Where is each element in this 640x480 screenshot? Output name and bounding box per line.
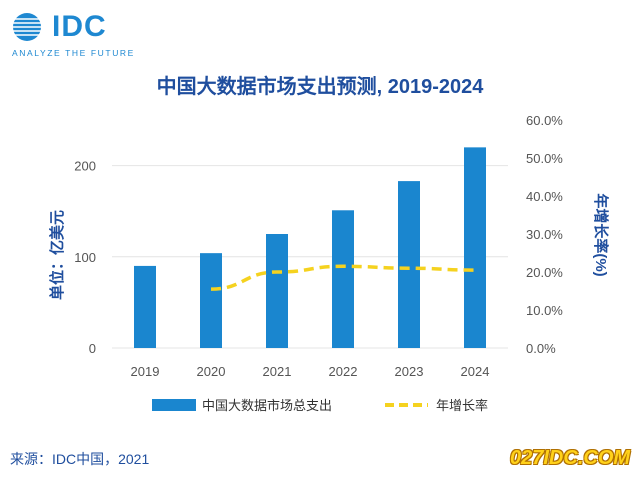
source-note: 来源：IDC中国，2021 [10,451,150,467]
y-tick-label: 200 [74,159,96,174]
bars [134,147,486,348]
bar-2019 [134,265,156,348]
globe-icon [13,13,41,41]
growth-line [210,264,476,291]
x-tick-label: 2023 [395,364,424,379]
gridlines [112,165,508,349]
bar-2020 [200,253,222,348]
growth-line-series [210,264,476,291]
y2-tick-label: 50.0% [526,151,563,166]
legend-bar-swatch [152,399,196,411]
bar-2021 [266,234,288,348]
y-tick-label: 0 [89,341,96,356]
bar-2023 [398,181,420,348]
tick-labels: 0 100 200 0.0% 10.0% 20.0% 30.0% 40.0% 50.0% 60.0… [74,113,563,379]
watermark: 027IDC.COM [510,447,631,469]
y2-tick-label: 30.0% [526,227,563,242]
y2-tick-label: 0.0% [526,341,556,356]
bar-2022 [332,210,354,348]
y2-tick-label: 10.0% [526,303,563,318]
x-tick-label: 2019 [131,364,160,379]
legend: 中国大数据市场总支出 年增长率 [152,398,488,413]
y-axis-label-left: 单位：亿美元 [48,210,66,300]
x-tick-label: 2024 [461,364,490,379]
y-axis-label-right: 年增长率(%) [592,193,610,276]
x-tick-label: 2021 [263,364,292,379]
chart-title: 中国大数据市场支出预测, 2019-2024 [156,76,484,98]
y2-tick-label: 60.0% [526,113,563,128]
bar-2024 [464,147,486,348]
logo-tagline: ANALYZE THE FUTURE [12,48,135,58]
legend-bar-label: 中国大数据市场总支出 [202,398,332,413]
x-tick-label: 2022 [329,364,358,379]
legend-line-label: 年增长率 [436,398,488,413]
logo-wordmark: IDC [52,10,107,43]
y-tick-label: 100 [74,250,96,265]
y2-tick-label: 20.0% [526,265,563,280]
idc-logo: IDC ANALYZE THE FUTURE [12,10,152,58]
x-tick-label: 2020 [197,364,226,379]
y2-tick-label: 40.0% [526,189,563,204]
